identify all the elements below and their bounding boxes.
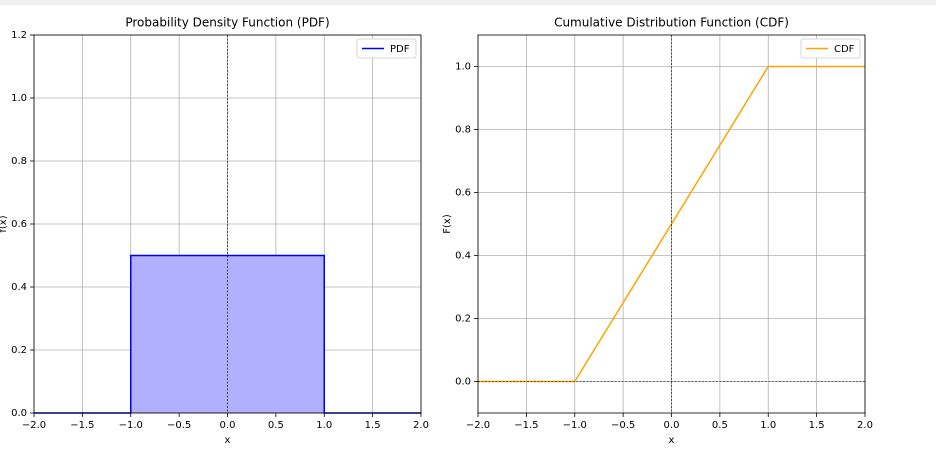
y-tick-label: 0.8 xyxy=(11,156,27,167)
y-tick-label: 0.4 xyxy=(455,251,471,262)
y-tick-label: 0.8 xyxy=(455,125,471,136)
y-tick-label: 0.4 xyxy=(11,282,27,293)
top-strip xyxy=(0,0,936,5)
y-axis-label: F(x) xyxy=(442,214,453,234)
x-tick-label: −0.5 xyxy=(167,420,191,431)
x-tick-label: −1.5 xyxy=(70,420,94,431)
y-tick-label: 1.0 xyxy=(455,62,471,73)
y-tick-label: 1.2 xyxy=(11,30,27,41)
x-tick-label: 0.0 xyxy=(664,420,680,431)
plot-frame xyxy=(477,34,866,414)
x-tick-label: −2.0 xyxy=(466,420,490,431)
x-tick-label: −2.0 xyxy=(22,420,46,431)
x-axis-label: x xyxy=(669,435,675,446)
y-tick-label: 0.6 xyxy=(455,188,471,199)
legend-box xyxy=(356,38,417,59)
y-tick-label: 0.2 xyxy=(11,345,27,356)
x-tick-label: −1.0 xyxy=(563,420,587,431)
y-tick-label: 1.0 xyxy=(11,93,27,104)
x-tick-label: −1.0 xyxy=(119,420,143,431)
x-tick-label: 0.0 xyxy=(220,420,236,431)
chart-title: Probability Density Function (PDF) xyxy=(125,16,329,30)
y-tick-label: 0.0 xyxy=(11,408,27,419)
x-tick-label: 1.5 xyxy=(809,420,825,431)
x-tick-label: −1.5 xyxy=(514,420,538,431)
y-tick-label: 0.6 xyxy=(11,219,27,230)
x-tick-label: 1.0 xyxy=(316,420,332,431)
x-tick-label: 1.0 xyxy=(760,420,776,431)
x-tick-label: 0.5 xyxy=(268,420,284,431)
x-tick-label: 1.5 xyxy=(365,420,381,431)
x-tick-label: 2.0 xyxy=(413,420,429,431)
y-tick-label: 0.2 xyxy=(455,314,471,325)
y-tick-label: 0.0 xyxy=(455,377,471,388)
y-axis-label: f(x) xyxy=(0,215,9,232)
chart-title: Cumulative Distribution Function (CDF) xyxy=(554,16,789,30)
x-tick-label: 0.5 xyxy=(712,420,728,431)
x-axis-label: x xyxy=(225,435,231,446)
legend-label: CDF xyxy=(834,44,855,55)
x-tick-label: 2.0 xyxy=(857,420,873,431)
legend-box xyxy=(800,38,861,59)
x-tick-label: −0.5 xyxy=(611,420,635,431)
plot-frame xyxy=(33,34,422,414)
legend-label: PDF xyxy=(390,44,410,55)
